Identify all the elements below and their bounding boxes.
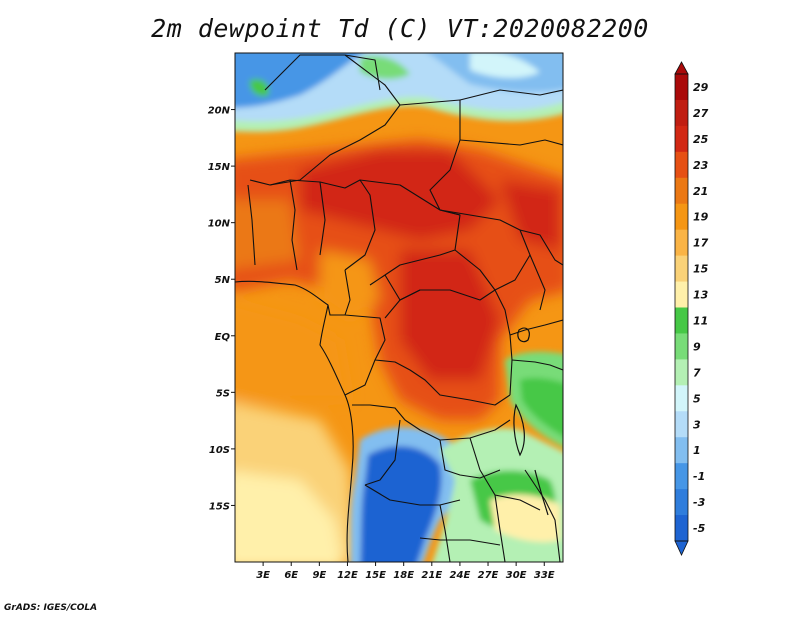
colorbar-label: -5 [693,522,706,535]
colorbar-label: -3 [693,496,706,509]
colorbar-swatch [675,229,688,257]
colorbar-swatch [675,385,688,412]
colorbar-label: 19 [693,211,709,224]
lat-tick-label: 10S [209,445,230,456]
colorbar-swatch [675,125,688,153]
lon-tick-label: 24E [450,570,471,581]
colorbar-label: 29 [693,81,709,94]
lon-tick-label: 12E [337,570,358,581]
lon-tick-label: 15E [365,570,386,581]
lat-tick-label: EQ [215,332,231,343]
colorbar-top-arrow [674,61,689,75]
colorbar-label: 11 [693,314,708,327]
colorbar-swatch [675,307,688,334]
lat-tick-label: 5N [215,275,231,286]
colorbar-label: 1 [693,444,701,457]
colorbar-label: 21 [693,185,708,198]
colorbar-swatch [675,151,688,179]
colorbar-label: 5 [693,392,701,405]
lon-tick-label: 33E [534,570,555,581]
latitude-axis: 20N 15N 10N 5N EQ 5S 10S 15S [208,106,235,512]
dewpoint-field [235,53,563,562]
colorbar-swatch [675,437,688,464]
colorbar-label: 23 [693,159,709,172]
colorbar-swatch [675,281,688,308]
lat-tick-label: 15N [208,162,231,173]
grads-credit: GrADS: IGES/COLA [4,603,98,613]
colorbar-swatch [675,411,688,438]
colorbar-label: 3 [693,418,701,431]
colorbar-label: -1 [693,470,705,483]
colorbar-swatch [675,177,688,205]
lon-tick-label: 18E [393,570,414,581]
lon-tick-label: 27E [478,570,499,581]
lon-tick-label: 21E [421,570,442,581]
colorbar-label: 13 [693,289,709,302]
lat-tick-label: 5S [216,388,230,399]
colorbar-frame [674,73,689,542]
country-borders [235,54,563,562]
colorbar-bottom-arrow [674,540,689,556]
lon-tick-label: 6E [284,570,298,581]
colorbar-label: 17 [693,237,709,250]
lat-tick-label: 15S [209,501,230,512]
colorbar-swatch [675,359,688,386]
colorbar-label: 25 [693,133,709,146]
colorbar-label: 9 [693,340,701,353]
longitude-axis: 3E 6E 9E 12E 15E 18E 21E 24E 27E 30E 33E [256,562,555,581]
colorbar-swatch [675,203,688,231]
lon-tick-label: 9E [312,570,326,581]
colorbar-swatch [675,255,688,283]
lat-tick-label: 10N [208,219,231,230]
colorbar-swatch [675,489,688,516]
lon-tick-label: 3E [256,570,270,581]
colorbar-swatch [675,74,688,101]
chart-title: 2m dewpoint Td (C) VT:2020082200 [151,14,649,43]
lon-tick-label: 30E [506,570,527,581]
lat-tick-label: 20N [208,106,231,117]
colorbar-swatch [675,515,688,542]
colorbar-swatch [675,99,688,127]
colorbar-swatch [675,463,688,490]
colorbar: 29 27 25 23 21 19 17 15 13 11 9 7 5 3 1 -1 -3 -5 [674,61,709,556]
map-frame [234,52,564,563]
colorbar-label: 7 [693,366,701,379]
colorbar-label: 15 [693,263,709,276]
colorbar-label: 27 [693,107,709,120]
colorbar-swatch [675,333,688,360]
